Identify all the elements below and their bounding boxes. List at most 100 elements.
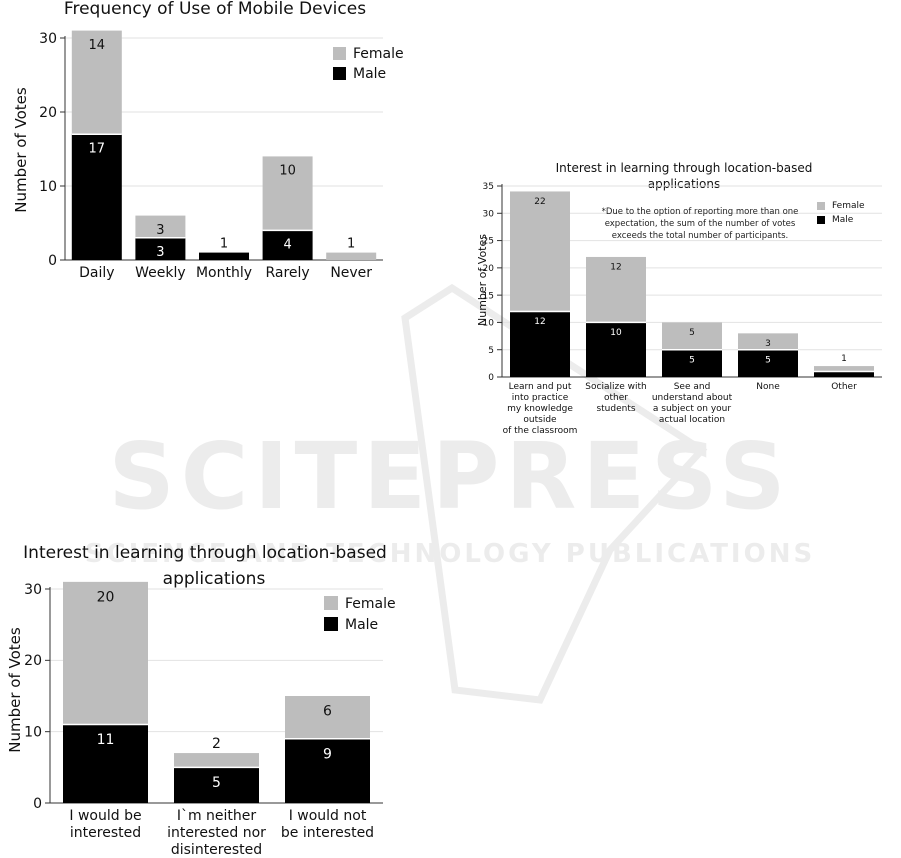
x-category-label: outside: [523, 415, 557, 425]
sitepress-watermark: SCITEPRESS SCIENCE AND TECHNOLOGY PUBLIC…: [85, 283, 815, 704]
legend-label-male: Male: [345, 617, 378, 633]
bar-female: [71, 30, 122, 135]
watermark-sub-text: SCIENCE AND TECHNOLOGY PUBLICATIONS: [85, 539, 815, 569]
bar-value-label-male: 17: [89, 141, 106, 156]
bar-female: [326, 252, 377, 260]
chart-title-line: Interest in learning through location-ba…: [556, 161, 813, 175]
bar-value-label-male: 5: [212, 775, 221, 791]
legend-swatch-female: [333, 47, 346, 60]
y-tick-label: 5: [488, 346, 494, 356]
bar-value-label-female: 1: [841, 354, 847, 364]
bar-value-label-male: 12: [534, 317, 545, 327]
watermark-logo-shape: [401, 283, 708, 704]
bar-value-label-male: 1: [220, 237, 228, 252]
chart-title-line: Interest in learning through location-ba…: [23, 543, 387, 563]
x-category-label: See and: [674, 382, 711, 392]
x-category-label: Other: [831, 382, 857, 392]
x-category-label: my knowledge: [507, 404, 573, 414]
bar-male: [71, 134, 122, 260]
bar-value-label-female: 2: [212, 736, 221, 752]
x-category-label: understand about: [652, 393, 733, 403]
y-tick-label: 20: [24, 653, 42, 669]
x-category-label: Daily: [79, 265, 114, 281]
y-tick-label: 10: [24, 725, 42, 741]
x-category-label: Rarely: [265, 265, 309, 281]
bar-value-label-male: 3: [156, 245, 164, 260]
bar-value-label-male: 4: [283, 238, 291, 253]
y-tick-label: 0: [488, 373, 494, 383]
bar-value-label-female: 5: [689, 328, 695, 338]
bar-value-label-male: 5: [689, 355, 695, 365]
y-tick-label: 10: [483, 319, 495, 329]
legend-label-male: Male: [353, 66, 386, 82]
y-tick-label: 30: [39, 31, 57, 47]
x-category-label: into practice: [512, 393, 569, 403]
bar-female: [814, 366, 874, 372]
legend-label-female: Female: [345, 596, 396, 612]
bar-male: [285, 738, 370, 803]
y-tick-label: 20: [39, 105, 57, 121]
bar-female: [285, 696, 370, 739]
x-category-label: other: [604, 393, 628, 403]
x-category-label: Monthly: [196, 265, 252, 281]
x-category-label: I`m neither: [177, 808, 257, 824]
y-tick-label: 10: [39, 179, 57, 195]
legend-swatch-female: [817, 202, 825, 210]
chart-title-line: Frequency of Use of Mobile Devices: [64, 0, 366, 19]
chart-interest-single-option: Interest in learning through location-ba…: [6, 543, 396, 858]
bar-value-label-male: 9: [323, 746, 332, 762]
x-category-label: disinterested: [171, 842, 262, 858]
bar-value-label-male: 11: [97, 732, 115, 748]
bar-male: [135, 237, 186, 260]
x-category-label: I would not: [289, 808, 367, 824]
bar-value-label-female: 14: [89, 38, 106, 53]
x-category-label: students: [596, 404, 635, 414]
legend-swatch-male: [324, 617, 338, 631]
bar-male: [199, 252, 249, 260]
bar-male: [738, 349, 798, 377]
bar-female: [662, 322, 722, 350]
y-tick-label: 20: [483, 264, 495, 274]
bar-female: [510, 191, 570, 312]
x-category-label: interested nor: [167, 825, 266, 841]
legend-swatch-female: [324, 596, 338, 610]
bar-female: [586, 256, 646, 323]
x-category-label: Never: [330, 265, 372, 281]
y-tick-label: 30: [483, 209, 495, 219]
x-category-label: Learn and put: [509, 382, 572, 392]
x-category-label: be interested: [281, 825, 374, 841]
bar-female: [262, 156, 313, 231]
y-tick-label: 15: [483, 291, 494, 301]
chart-frequency-of-use: Frequency of Use of Mobile Devices 0 10 20 3…: [12, 0, 404, 281]
bar-male: [262, 230, 313, 260]
y-tick-label: 30: [24, 582, 42, 598]
chart-annotation-line: exceeds the total number of participants…: [612, 231, 788, 241]
y-tick-label: 0: [48, 253, 57, 269]
bar-male: [510, 311, 570, 377]
x-category-label: I would be: [69, 808, 141, 824]
bar-value-label-female: 10: [279, 164, 296, 179]
x-category-label: Weekly: [135, 265, 186, 281]
chart-interest-multi-option: Interest in learning through location-ba…: [476, 161, 882, 436]
bar-value-label-female: 6: [323, 704, 332, 720]
legend-label-female: Female: [832, 201, 865, 211]
y-tick-label: 35: [483, 182, 494, 192]
bar-male: [662, 349, 722, 377]
x-category-label: None: [756, 382, 780, 392]
y-axis-label: Number of Votes: [476, 234, 489, 326]
x-category-label: interested: [70, 825, 141, 841]
bar-female: [135, 215, 186, 238]
x-category-label: actual location: [659, 415, 725, 425]
y-axis-label: Number of Votes: [12, 87, 30, 213]
bar-female: [63, 581, 148, 725]
bar-value-label-female: 1: [347, 237, 355, 252]
bar-value-label-female: 3: [156, 223, 164, 238]
y-tick-label: 25: [483, 237, 494, 247]
chart-annotation-line: *Due to the option of reporting more tha…: [602, 207, 799, 217]
bar-male: [586, 322, 646, 377]
bar-female: [738, 333, 798, 350]
y-axis-label: Number of Votes: [6, 627, 24, 753]
bar-value-label-female: 20: [97, 589, 115, 605]
chart-title-line: applications: [163, 569, 266, 589]
x-category-label: Socialize with: [585, 382, 646, 392]
